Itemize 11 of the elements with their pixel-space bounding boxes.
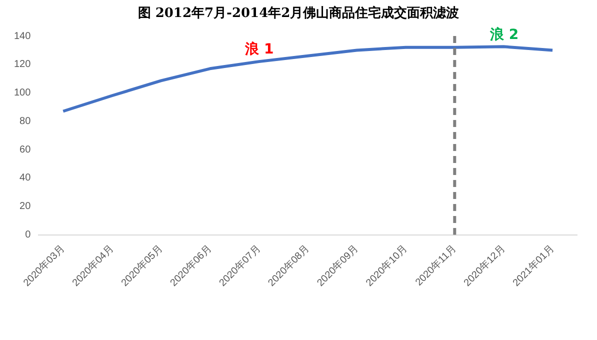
y-tick-label: 80 [20,116,32,127]
y-tick-label: 120 [14,59,32,70]
y-tick-label: 20 [20,201,32,212]
annotation: 浪 1 [244,40,274,58]
y-tick-label: 40 [20,172,32,184]
annotation: 浪 2 [489,26,519,43]
y-tick-label: 0 [25,230,32,241]
y-tick-label: 60 [20,144,32,156]
y-tick-label: 100 [14,88,32,99]
y-tick-label: 140 [14,30,32,42]
chart-title: 图 2012年7月-2014年2月佛山商品住宅成交面积滤波 [136,4,460,22]
